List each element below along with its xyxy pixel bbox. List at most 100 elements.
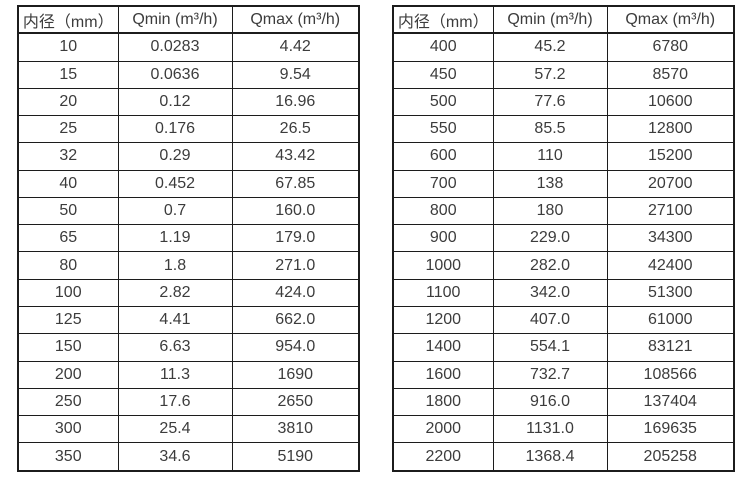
table-row: 250 17.6 2650 (17, 387, 360, 417)
table-cell: 17.6 (117, 387, 233, 417)
table-cell: 32 (17, 142, 119, 171)
table-cell: 25 (17, 115, 119, 144)
table-row: 80 1.8 271.0 (17, 251, 360, 280)
table-cell: 180 (492, 196, 608, 226)
table-cell: 34.6 (117, 442, 233, 472)
table-row: 32 0.29 43.42 (17, 142, 360, 171)
table-cell: 1368.4 (492, 442, 608, 472)
table-row: 1400 554.1 83121 (392, 333, 735, 362)
table-cell: 3810 (231, 415, 360, 444)
table-cell: 61000 (606, 306, 735, 335)
table-cell: 450 (392, 60, 494, 89)
table-cell: 916.0 (492, 387, 608, 417)
table-row: 65 1.19 179.0 (17, 224, 360, 253)
table-row: 400 45.2 6780 (392, 32, 735, 62)
table-cell: 900 (392, 224, 494, 253)
table-cell: 400 (392, 32, 494, 62)
table-row: 550 85.5 12800 (392, 115, 735, 144)
table-cell: 8570 (606, 60, 735, 89)
table-cell: 550 (392, 115, 494, 144)
table-cell: 137404 (606, 387, 735, 417)
table-cell: 1400 (392, 333, 494, 362)
table-cell: 85.5 (492, 115, 608, 144)
table-cell: 83121 (606, 333, 735, 362)
table-cell: 1200 (392, 306, 494, 335)
table-cell: 200 (17, 360, 119, 389)
table-cell: 554.1 (492, 333, 608, 362)
table-cell: 424.0 (231, 278, 360, 308)
table-cell: 407.0 (492, 306, 608, 335)
table-row: 15 0.0636 9.54 (17, 60, 360, 89)
table-row: 150 6.63 954.0 (17, 333, 360, 362)
table-cell: 1690 (231, 360, 360, 389)
table-cell: 179.0 (231, 224, 360, 253)
table-cell: 342.0 (492, 278, 608, 308)
table-cell: 0.7 (117, 196, 233, 226)
table-cell: 20 (17, 87, 119, 117)
table-cell: 45.2 (492, 32, 608, 62)
table-cell: 0.29 (117, 142, 233, 171)
table-cell: 4.41 (117, 306, 233, 335)
table-cell: 1800 (392, 387, 494, 417)
table-cell: 57.2 (492, 60, 608, 89)
table-row: 1000 282.0 42400 (392, 251, 735, 280)
table-cell: 250 (17, 387, 119, 417)
table-cell: 160.0 (231, 196, 360, 226)
table-cell: 10600 (606, 87, 735, 117)
table-row: 700 138 20700 (392, 169, 735, 198)
table-cell: 0.0283 (117, 32, 233, 62)
table-cell: 100 (17, 278, 119, 308)
table-row: 200 11.3 1690 (17, 360, 360, 389)
table-cell: 2.82 (117, 278, 233, 308)
table-row: 25 0.176 26.5 (17, 115, 360, 144)
table-cell: 108566 (606, 360, 735, 389)
table-row: 800 180 27100 (392, 196, 735, 226)
table-row: 1800 916.0 137404 (392, 387, 735, 417)
table-cell: 229.0 (492, 224, 608, 253)
table-row: 125 4.41 662.0 (17, 306, 360, 335)
table-row: 450 57.2 8570 (392, 60, 735, 89)
table-cell: 5190 (231, 442, 360, 472)
table-cell: 50 (17, 196, 119, 226)
table-cell: 34300 (606, 224, 735, 253)
table-cell: 15 (17, 60, 119, 89)
column-header: Qmax (m³/h) (606, 5, 735, 34)
table-row: 900 229.0 34300 (392, 224, 735, 253)
table-cell: 20700 (606, 169, 735, 198)
table-row: 40 0.452 67.85 (17, 169, 360, 198)
table-cell: 954.0 (231, 333, 360, 362)
table-cell: 0.12 (117, 87, 233, 117)
table-row: 500 77.6 10600 (392, 87, 735, 117)
table-cell: 6780 (606, 32, 735, 62)
column-header: 内径（mm） (392, 5, 494, 34)
table-cell: 1600 (392, 360, 494, 389)
table-cell: 27100 (606, 196, 735, 226)
table-row: 350 34.6 5190 (17, 442, 360, 472)
table-row: 10 0.0283 4.42 (17, 32, 360, 62)
table-cell: 2200 (392, 442, 494, 472)
table-cell: 2650 (231, 387, 360, 417)
flow-range-table-large-diameters: 内径（mm） Qmin (m³/h) Qmax (m³/h) 400 45.2 6780 4… (392, 5, 735, 472)
table-cell: 300 (17, 415, 119, 444)
table-cell: 1.8 (117, 251, 233, 280)
table-cell: 1.19 (117, 224, 233, 253)
table-cell: 15200 (606, 142, 735, 171)
header-row: 内径（mm） Qmin (m³/h) Qmax (m³/h) (17, 5, 360, 34)
table-cell: 67.85 (231, 169, 360, 198)
table-row: 20 0.12 16.96 (17, 87, 360, 117)
table-cell: 51300 (606, 278, 735, 308)
table-cell: 1100 (392, 278, 494, 308)
table-cell: 732.7 (492, 360, 608, 389)
table-cell: 4.42 (231, 32, 360, 62)
flow-range-table-small-diameters: 内径（mm） Qmin (m³/h) Qmax (m³/h) 10 0.0283 4.42… (17, 5, 360, 472)
table-row: 50 0.7 160.0 (17, 196, 360, 226)
header-row: 内径（mm） Qmin (m³/h) Qmax (m³/h) (392, 5, 735, 34)
table-cell: 16.96 (231, 87, 360, 117)
table-cell: 600 (392, 142, 494, 171)
table-cell: 0.452 (117, 169, 233, 198)
table-cell: 205258 (606, 442, 735, 472)
table-cell: 1000 (392, 251, 494, 280)
table-cell: 80 (17, 251, 119, 280)
table-row: 300 25.4 3810 (17, 415, 360, 444)
